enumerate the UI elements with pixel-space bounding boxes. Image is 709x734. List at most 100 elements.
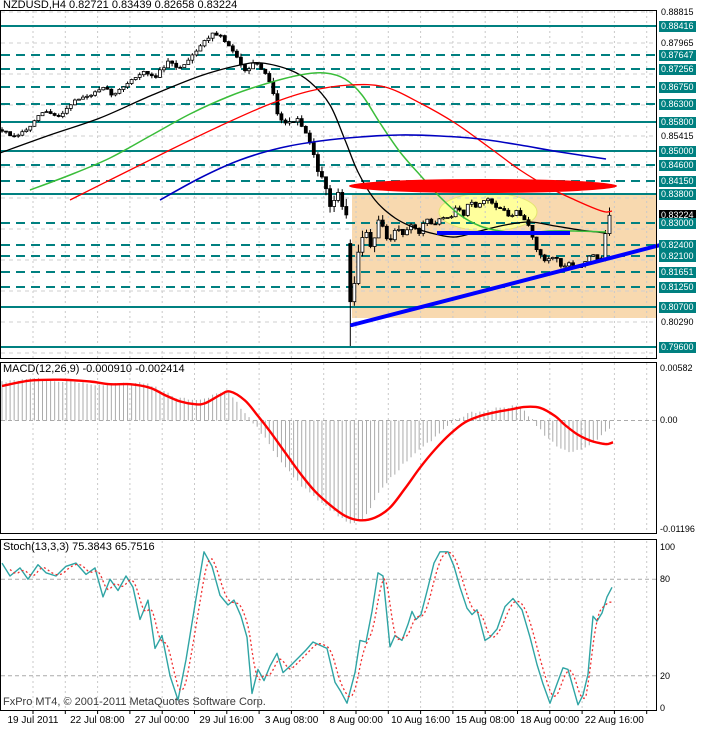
price-scale-label: 0.87647 xyxy=(659,50,696,61)
candle-body xyxy=(400,228,405,235)
macd-signal-line xyxy=(1,378,614,522)
candle-body xyxy=(405,229,409,236)
ma-slowest-line xyxy=(159,134,607,201)
candle-body xyxy=(20,131,25,136)
price-scale-label: 0.82400 xyxy=(659,240,696,251)
candle-body xyxy=(344,206,349,216)
macd-indicator-label: MACD(12,26,9) -0.000910 -0.002414 xyxy=(3,363,185,375)
copyright-text: FxPro MT4, © 2001-2011 MetaQuotes Softwa… xyxy=(3,696,266,708)
candle-body xyxy=(364,231,369,238)
bid-price-label: 0.83224 xyxy=(659,210,696,221)
candle-body xyxy=(603,233,608,259)
price-scale-label: 0.85800 xyxy=(659,117,696,128)
candle-body xyxy=(4,130,8,133)
candle-body xyxy=(287,121,292,124)
price-scale-label: 0.83800 xyxy=(659,189,696,200)
macd-panel[interactable] xyxy=(1,377,614,524)
price-scale-label: 0.80700 xyxy=(659,302,696,313)
candle-body xyxy=(514,210,519,216)
candle-body xyxy=(251,62,256,70)
candle-body xyxy=(166,60,170,69)
time-axis-label: 3 Aug 08:00 xyxy=(264,715,319,726)
candle-body xyxy=(449,216,454,219)
candle-body xyxy=(368,231,373,247)
price-scale-label: 0.86300 xyxy=(659,99,696,110)
candle-body xyxy=(93,91,97,96)
candle-body xyxy=(0,129,4,132)
candle-body xyxy=(340,191,345,207)
candle-body xyxy=(157,69,162,78)
time-axis-label: 19 Jul 2011 xyxy=(7,715,59,726)
price-scale-label: 0.88815 xyxy=(661,7,694,17)
candle-body xyxy=(307,132,312,144)
candle-body xyxy=(202,40,207,47)
candle-body xyxy=(162,67,166,71)
candle-body xyxy=(210,32,215,39)
candle-body xyxy=(352,283,357,303)
candle-body xyxy=(324,176,328,190)
candle-body xyxy=(121,86,126,90)
candle-body xyxy=(89,94,93,97)
candle-body xyxy=(607,214,612,235)
candle-body xyxy=(291,121,296,123)
candle-body xyxy=(24,129,29,133)
candle-body xyxy=(376,219,381,239)
stoch-scale-label: 100 xyxy=(660,542,676,552)
candle-body xyxy=(44,111,49,113)
candle-body xyxy=(28,125,33,131)
candle-body xyxy=(218,34,223,37)
candle-body xyxy=(315,154,320,172)
macd-scale-label: -0.01196 xyxy=(660,524,695,534)
candle-body xyxy=(587,255,592,263)
candle-body xyxy=(12,135,17,138)
candle-body xyxy=(522,215,527,221)
price-panel-border xyxy=(0,10,657,359)
stoch-scale-label: 80 xyxy=(660,574,671,584)
price-scale-label: 0.85000 xyxy=(659,146,696,157)
candle-body xyxy=(32,120,37,127)
candle-body xyxy=(222,35,227,42)
time-axis-label: 15 Aug 08:00 xyxy=(455,715,515,726)
price-scale-label: 0.87965 xyxy=(661,38,694,48)
blue-support-trendline xyxy=(350,240,674,327)
candle-body xyxy=(64,108,69,114)
stoch-panel[interactable] xyxy=(1,551,613,706)
candle-body xyxy=(190,54,195,61)
candle-body xyxy=(477,203,482,208)
candle-body xyxy=(303,126,308,134)
candle-body xyxy=(441,217,446,220)
candle-body xyxy=(486,198,490,201)
candle-body xyxy=(465,203,470,216)
candle-body xyxy=(174,62,179,68)
candle-body xyxy=(384,225,389,240)
candle-body xyxy=(129,79,134,84)
time-axis-label: 10 Aug 16:00 xyxy=(391,715,451,726)
candle-body xyxy=(336,191,341,201)
candle-body xyxy=(283,119,288,124)
candle-body xyxy=(542,254,547,262)
candle-body xyxy=(238,56,243,66)
candle-body xyxy=(388,238,393,241)
red-resistance-ellipse xyxy=(349,179,617,193)
price-scale-label: 0.79600 xyxy=(659,342,696,353)
candle-body xyxy=(396,228,401,231)
candle-body xyxy=(490,198,494,204)
candle-body xyxy=(198,45,203,52)
candle-body xyxy=(52,113,57,116)
candle-body xyxy=(214,32,219,36)
main-price-panel[interactable] xyxy=(0,11,660,358)
candle-body xyxy=(60,112,65,117)
candle-body xyxy=(117,89,122,94)
candle-body xyxy=(259,63,264,70)
candle-body xyxy=(113,92,118,96)
candle-body xyxy=(226,41,231,47)
stoch-indicator-label: Stoch(13,3,3) 75.3843 65.7516 xyxy=(3,541,155,553)
stoch-k-line xyxy=(1,551,613,706)
candle-body xyxy=(299,118,304,127)
candle-body xyxy=(178,66,183,69)
price-scale-label: 0.88416 xyxy=(659,21,696,32)
ma-slow-line xyxy=(69,83,613,213)
candle-body xyxy=(81,96,85,100)
candle-body xyxy=(538,249,543,256)
